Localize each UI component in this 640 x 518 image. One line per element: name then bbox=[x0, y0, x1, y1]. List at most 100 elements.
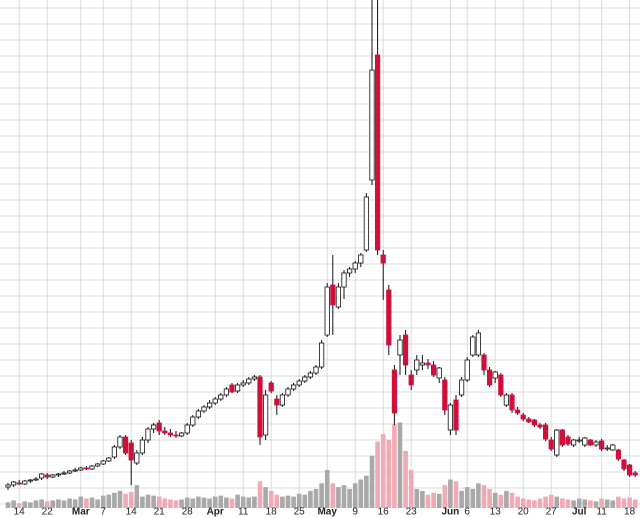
candle-body bbox=[117, 436, 123, 448]
candle-body bbox=[150, 424, 157, 430]
candle-body bbox=[106, 457, 112, 462]
volume-bar bbox=[358, 479, 364, 508]
x-tick-label: May bbox=[317, 507, 337, 518]
volume-bar bbox=[246, 497, 252, 508]
candle-body bbox=[632, 472, 638, 476]
candle-body bbox=[386, 289, 392, 346]
volume-bar bbox=[560, 498, 565, 508]
volume-bar bbox=[554, 496, 560, 508]
candle-body bbox=[520, 414, 526, 420]
candle-body bbox=[229, 384, 235, 393]
volume-bar bbox=[78, 496, 84, 508]
volume-bar bbox=[420, 490, 425, 508]
candle-body bbox=[318, 342, 325, 368]
volume-bar bbox=[397, 422, 403, 508]
volume-bar bbox=[532, 500, 537, 508]
volume-bar bbox=[296, 493, 302, 508]
volume-bar bbox=[548, 494, 554, 508]
volume-bar bbox=[599, 498, 604, 508]
volume-bar bbox=[184, 497, 190, 508]
candle-body bbox=[442, 379, 448, 411]
volume-bar bbox=[392, 424, 397, 508]
volume-bar bbox=[39, 499, 44, 508]
candle-body bbox=[587, 439, 594, 446]
volume-bar bbox=[100, 495, 106, 508]
candle-body bbox=[430, 364, 437, 376]
x-tick-label: 28 bbox=[182, 507, 194, 518]
volume-bar bbox=[632, 499, 638, 508]
volume-bar bbox=[16, 503, 22, 508]
candle-body bbox=[453, 399, 459, 431]
candle-body bbox=[206, 402, 213, 408]
x-tick-label: 9 bbox=[352, 507, 358, 518]
candle-body bbox=[184, 424, 190, 434]
volume-bar bbox=[61, 500, 67, 508]
volume-bar bbox=[268, 490, 274, 508]
volume-bar bbox=[285, 495, 291, 508]
volume-bar bbox=[56, 499, 61, 508]
volume-bar bbox=[369, 455, 375, 508]
volume-bar bbox=[190, 498, 196, 508]
candle-body bbox=[78, 467, 84, 471]
candle-body bbox=[408, 374, 414, 386]
volume-bar bbox=[224, 497, 229, 508]
x-tick-label: 16 bbox=[378, 507, 390, 518]
candle-body bbox=[436, 367, 442, 379]
candle-body bbox=[223, 388, 229, 396]
volume-bar bbox=[28, 502, 33, 508]
candle-body bbox=[486, 369, 493, 386]
candle-body bbox=[83, 467, 89, 470]
candle-body bbox=[565, 436, 571, 445]
candle-body bbox=[234, 384, 241, 392]
candle-body bbox=[240, 382, 246, 386]
volume-bar bbox=[112, 492, 117, 508]
volume-bar bbox=[582, 499, 588, 508]
volume-bar bbox=[537, 498, 543, 508]
volume-bar bbox=[464, 487, 470, 508]
volume-bar bbox=[179, 499, 184, 508]
candle-body bbox=[397, 339, 403, 356]
volume-bar bbox=[498, 494, 504, 508]
candle-body bbox=[537, 424, 543, 428]
candle-body bbox=[178, 432, 185, 437]
volume-bar bbox=[33, 500, 39, 508]
candle-body bbox=[72, 469, 78, 472]
candle-body bbox=[55, 473, 62, 476]
candle-body bbox=[89, 465, 95, 470]
candle-body bbox=[402, 334, 409, 366]
candle-body bbox=[627, 464, 633, 476]
volume-bar bbox=[571, 500, 576, 508]
volume-bar bbox=[616, 496, 621, 508]
candle-body bbox=[33, 478, 39, 481]
volume-bar bbox=[106, 494, 112, 508]
volume-bar bbox=[44, 501, 50, 508]
volume-bar bbox=[229, 498, 235, 508]
x-tick-label: 11 bbox=[238, 507, 249, 518]
candle-body bbox=[201, 406, 207, 412]
volume-bar bbox=[72, 499, 78, 508]
volume-bar bbox=[140, 496, 145, 508]
candle-body bbox=[246, 378, 252, 384]
candle-body bbox=[599, 440, 605, 450]
volume-bar bbox=[386, 439, 392, 508]
volume-bar bbox=[302, 494, 308, 508]
x-tick-label: Apr bbox=[207, 507, 224, 518]
candle-body bbox=[593, 441, 599, 446]
volume-bar bbox=[627, 497, 632, 508]
candle-body bbox=[61, 472, 67, 475]
candle-body bbox=[346, 268, 353, 274]
volume-bar bbox=[610, 500, 616, 508]
volume-bar bbox=[196, 496, 201, 508]
candle-body bbox=[571, 439, 577, 446]
x-tick-label: Jun bbox=[442, 507, 460, 518]
candle-body bbox=[167, 432, 173, 436]
candle-body bbox=[509, 394, 515, 411]
volume-bar bbox=[274, 494, 280, 508]
candle-body bbox=[335, 286, 342, 308]
volume-bar bbox=[151, 495, 156, 508]
volume-bar bbox=[375, 441, 380, 508]
candle-body bbox=[330, 284, 336, 306]
candle-body bbox=[290, 384, 297, 390]
volume-bar bbox=[436, 493, 442, 508]
